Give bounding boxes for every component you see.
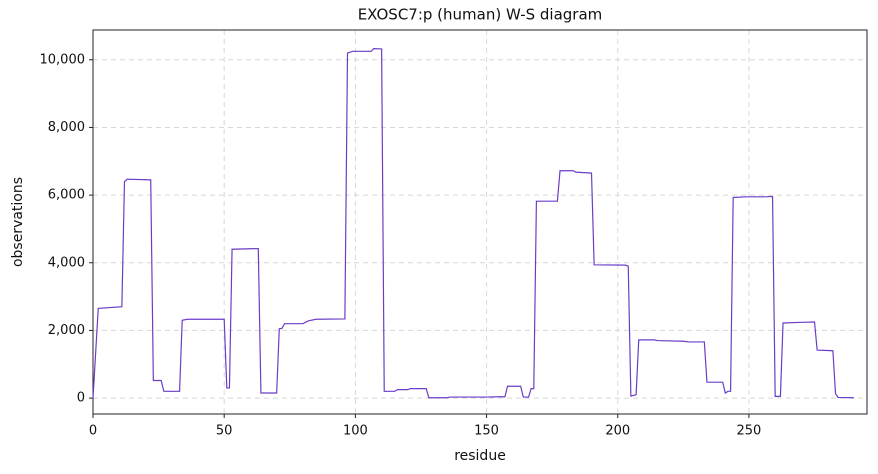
data-line [92, 47, 854, 399]
x-axis-label: residue [454, 448, 506, 464]
y-axis-label: observations [10, 177, 26, 267]
x-tick-label: 0 [89, 424, 97, 439]
x-tick-label: 250 [737, 424, 762, 439]
x-tick-label: 200 [605, 424, 630, 439]
x-tick-label: 50 [216, 424, 233, 439]
x-tick-label: 150 [474, 424, 499, 439]
y-tick-label: 4,000 [48, 255, 85, 270]
chart-title: EXOSC7:p (human) W-S diagram [358, 6, 603, 24]
y-tick-label: 8,000 [48, 120, 85, 135]
y-tick-label: 0 [77, 391, 85, 406]
y-tick-label: 10,000 [40, 52, 86, 67]
plot-frame [92, 29, 868, 415]
y-tick-label: 6,000 [48, 188, 85, 203]
y-tick-label: 2,000 [48, 323, 85, 338]
x-tick-label: 100 [343, 424, 368, 439]
